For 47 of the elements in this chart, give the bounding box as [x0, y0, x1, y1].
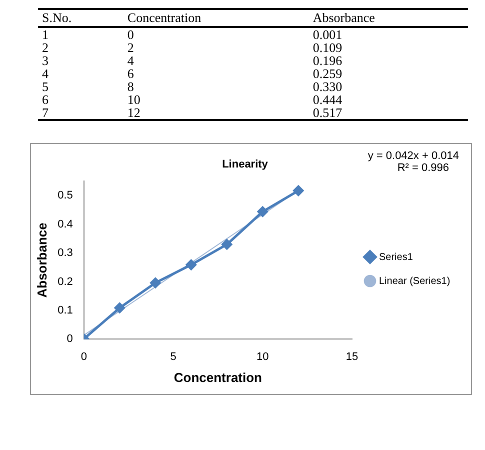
y-tick-label: 0.4 [58, 218, 73, 230]
x-axis-title: Concentration [174, 370, 262, 385]
text: 5 [41, 79, 50, 94]
text: y = 0.042x + 0.014 [368, 150, 459, 162]
x-tick-label: 5 [170, 350, 176, 363]
text: 0.330 [312, 79, 344, 94]
text: 0.444 [312, 92, 344, 107]
text: 2 [41, 40, 50, 55]
y-tick-label: 0 [66, 333, 73, 346]
y-axis-title: Absorbance [34, 222, 50, 298]
x-tick-label: 0 [80, 350, 87, 363]
text: Concentration [126, 9, 202, 27]
point [114, 302, 125, 314]
y-tick-label: 0.3 [58, 247, 73, 260]
text: 3 [41, 53, 50, 68]
y-tick-label: 0.1 [58, 304, 73, 317]
text: 1 [41, 27, 50, 42]
text: 0.196 [312, 53, 344, 68]
text: 12 [126, 105, 142, 120]
legend-label: Series1 [379, 252, 414, 263]
text: 10 [126, 92, 142, 107]
text: S.No. [41, 9, 73, 27]
text: R² = 0.996 [396, 162, 449, 174]
text: 0.259 [312, 66, 344, 81]
text: 6 [126, 66, 135, 81]
text: 4 [41, 66, 50, 81]
text: 0.517 [312, 105, 344, 120]
point [293, 185, 304, 196]
text: 7 [41, 105, 50, 120]
text: 0 [126, 27, 135, 42]
y-tick-label: 0.2 [58, 276, 73, 288]
point [222, 239, 232, 250]
x-tick-label: 10 [256, 350, 269, 363]
text: 6 [41, 92, 50, 107]
text: Absorbance [312, 9, 376, 27]
point [150, 278, 161, 288]
text: 0.001 [312, 27, 344, 42]
y-tick-label: 0.5 [58, 190, 73, 202]
text: 2 [126, 40, 135, 55]
text: 4 [126, 53, 135, 68]
legend-label: Linear (Series1) [379, 276, 450, 287]
text: 0.109 [312, 40, 344, 55]
text: 8 [126, 79, 135, 94]
point [186, 260, 196, 270]
point [257, 206, 268, 217]
chart-title: Linearity [222, 158, 269, 171]
x-tick-label: 15 [346, 350, 358, 363]
